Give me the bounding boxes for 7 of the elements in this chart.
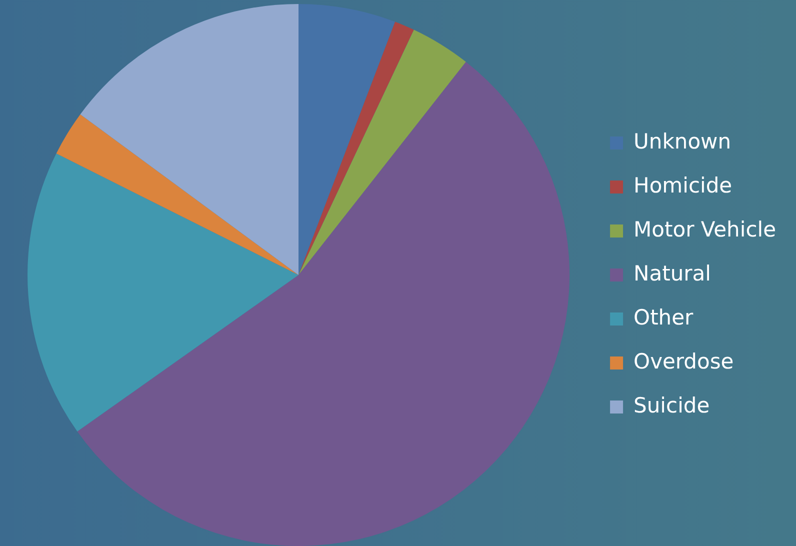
legend-label: Suicide [634,393,710,418]
legend-label: Overdose [634,349,734,374]
legend-label: Other [634,305,694,330]
legend-label: Natural [634,261,712,286]
legend-label: Motor Vehicle [634,217,776,242]
legend-label: Homicide [634,173,732,198]
legend-label: Unknown [634,129,732,154]
